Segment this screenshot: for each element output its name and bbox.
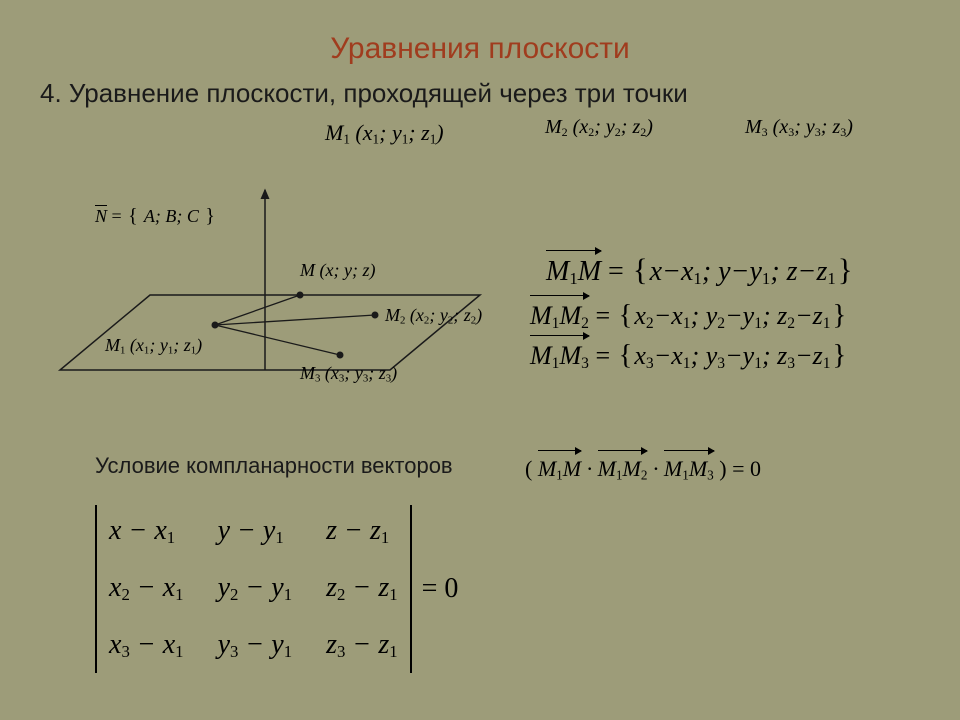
point-m3: M3 (x3; y3; z3) [745,116,853,140]
det-cell: x3 − x1 [109,629,184,662]
normal-vector-label: N = { A; B; C } [95,205,217,228]
det-cell: z2 − z1 [326,572,398,605]
det-grid: x − x1 y − y1 z − z1 x2 − x1 y2 − y1 z2 … [97,505,410,673]
det-cell: y2 − y1 [218,572,293,605]
det-cell: y − y1 [218,515,293,548]
det-right-bar [410,505,412,673]
slide: Уравнения плоскости 4. Уравнение плоскос… [0,0,960,720]
determinant: x − x1 y − y1 z − z1 x2 − x1 y2 − y1 z2 … [95,505,458,673]
point-m2: M2 (x2; y2; z2) [545,116,653,140]
vector-m1m3: M1M3 = {x3−x1; y3−y1; z3−z1} [530,335,848,373]
diagram-svg [40,165,500,425]
slide-title: Уравнения плоскости [0,32,960,66]
det-cell: x2 − x1 [109,572,184,605]
det-cell: y3 − y1 [218,629,293,662]
det-equals-zero: = 0 [422,573,459,605]
vector-m1m2: M1M2 = {x2−x1; y2−y1; z2−z1} [530,295,848,333]
slide-subtitle: 4. Уравнение плоскости, проходящей через… [40,78,688,109]
coplanarity-equation: ( M1M · M1M2 · M1M3 ) = 0 [525,450,761,483]
vector-m1m: M1M = {x−x1; y−y1; z−z1} [546,250,855,289]
point-m2-label: M2 (x2; y2; z2) [385,305,482,327]
plane-diagram: N = { A; B; C } M (x; y; z) M1 (x1; y1; … [40,165,500,425]
det-cell: z − z1 [326,515,398,548]
coplanarity-label: Условие компланарности векторов [95,453,453,479]
det-cell: z3 − z1 [326,629,398,662]
det-cell: x − x1 [109,515,184,548]
point-m-label: M (x; y; z) [300,260,376,281]
point-m1-label: M1 (x1; y1; z1) [105,335,202,357]
point-m1: M1 (x1; y1; z1) [325,120,444,147]
point-m3-label: M3 (x3; y3; z3) [300,363,397,385]
